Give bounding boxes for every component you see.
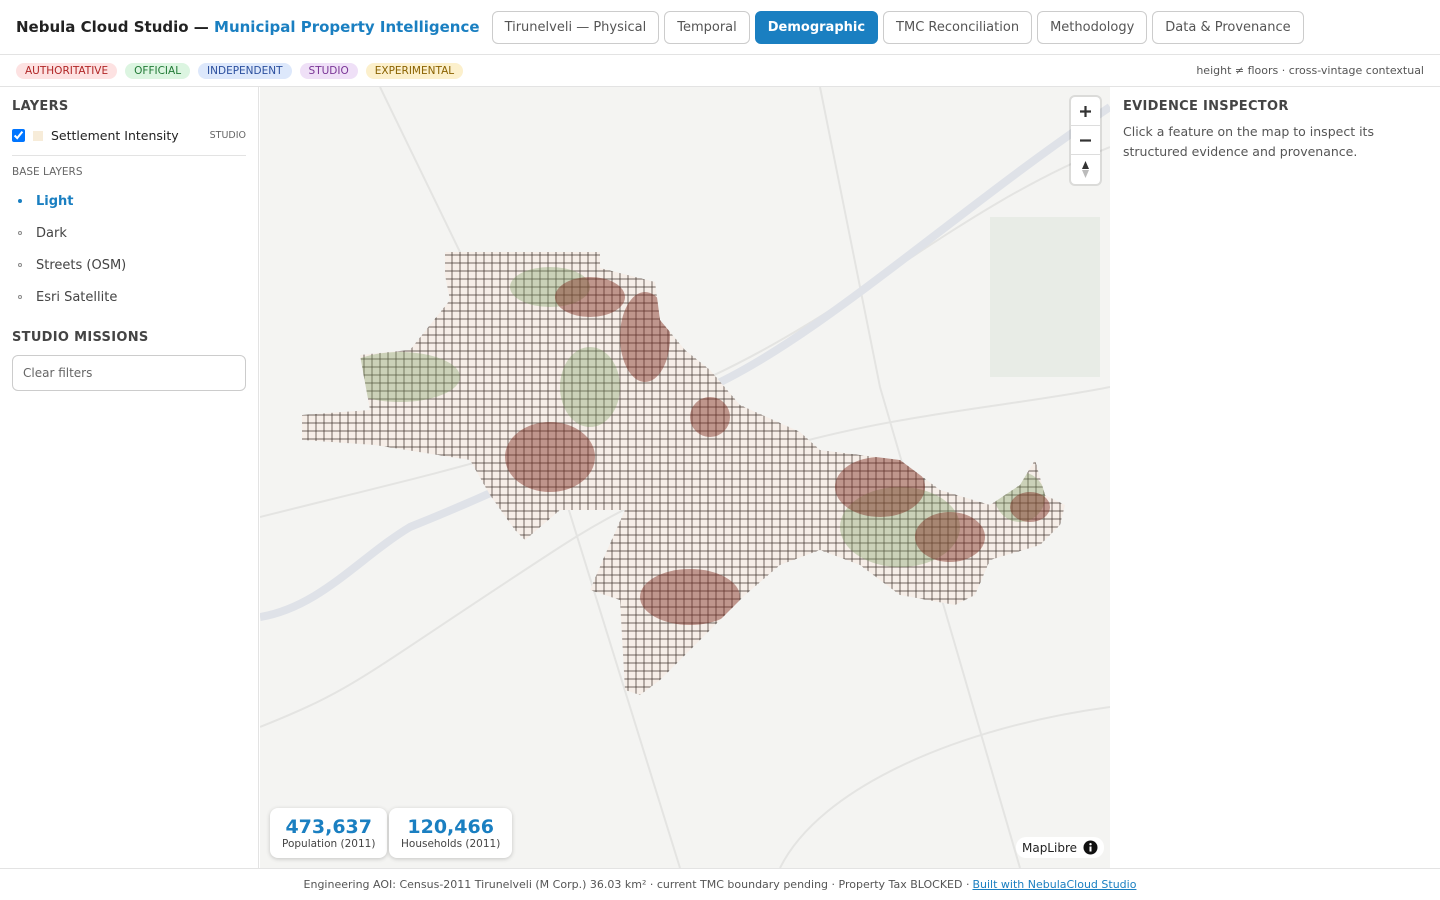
base-layer-name: Light — [36, 193, 74, 209]
badge: AUTHORITATIVE — [16, 62, 118, 79]
brand-subtitle: Municipal Property Intelligence — [214, 18, 480, 36]
footer-text: Engineering AOI: Census-2011 Tirunelveli… — [303, 878, 970, 891]
tab[interactable]: Methodology — [1037, 10, 1148, 44]
layers-title: LAYERS — [12, 99, 69, 114]
base-layer-option[interactable]: Streets (OSM) — [12, 256, 246, 274]
base-layer-name: Esri Satellite — [36, 289, 118, 305]
layer-name: Settlement Intensity — [51, 128, 179, 143]
base-layers-title: BASE LAYERS — [12, 166, 83, 178]
layer-tag: STUDIO — [209, 130, 246, 141]
base-layer-option[interactable]: Dark — [12, 224, 246, 242]
compass[interactable] — [1071, 155, 1100, 184]
stat-value: 120,466 — [407, 816, 494, 838]
tab[interactable]: Demographic — [754, 10, 879, 44]
inspector-text: Click a feature on the map to inspect it… — [1123, 124, 1374, 159]
footer: Engineering AOI: Census-2011 Tirunelveli… — [0, 868, 1440, 900]
base-layers: Light Dark Streets (OSM) Esri Satellite — [12, 192, 246, 306]
base-layer-name: Streets (OSM) — [36, 257, 127, 273]
radio-dot — [18, 263, 22, 267]
tabs: Tirunelveli — Physical Temporal Demographi… — [491, 10, 1304, 44]
tab[interactable]: Temporal — [664, 10, 750, 44]
badge: OFFICIAL — [125, 62, 191, 79]
missions-title: STUDIO MISSIONS — [12, 330, 149, 345]
footer-link[interactable]: Built with NebulaCloud Studio — [972, 878, 1137, 891]
layer-checkbox[interactable] — [12, 129, 25, 142]
tab[interactable]: Tirunelveli — Physical — [491, 10, 660, 44]
evidence-inspector: EVIDENCE INSPECTOR Click a feature on th… — [1111, 87, 1440, 868]
stat-card: 473,637 Population (2011) — [270, 808, 388, 858]
base-layer-option[interactable]: Light — [12, 192, 246, 210]
stat-label: Households (2011) — [401, 838, 501, 850]
badge: INDEPENDENT — [198, 62, 292, 79]
brand: Nebula Cloud Studio — Municipal Property… — [16, 18, 480, 36]
attribution: MapLibre — [1015, 837, 1104, 858]
zoom-out[interactable] — [1071, 126, 1100, 155]
info-icon[interactable] — [1083, 840, 1098, 855]
radio-dot — [18, 295, 22, 299]
badge-bar: AUTHORITATIVE OFFICIAL INDEPENDENT STUDIO EX… — [0, 55, 1440, 87]
settlement-grid — [302, 252, 1065, 695]
brand-name: Nebula Cloud Studio — — [16, 18, 209, 36]
badge: STUDIO — [299, 62, 358, 79]
layer-swatch — [33, 130, 43, 141]
stat-value: 473,637 — [285, 816, 372, 838]
base-layer-option[interactable]: Esri Satellite — [12, 288, 246, 306]
stat-label: Population (2011) — [282, 838, 376, 850]
sidebar: LAYERS Settlement Intensity STUDIO BASE … — [0, 87, 259, 868]
attribution-text[interactable]: MapLibre — [1021, 840, 1077, 855]
badge: EXPERIMENTAL — [365, 62, 464, 79]
zoom-in[interactable] — [1071, 97, 1100, 126]
park — [990, 217, 1100, 377]
radio-dot — [18, 199, 22, 203]
tab[interactable]: TMC Reconciliation — [883, 10, 1033, 44]
radio-dot — [18, 231, 22, 235]
base-layer-name: Dark — [36, 225, 67, 241]
zoom-controls — [1071, 97, 1100, 184]
map[interactable]: 473,637 Population (2011) 120,466 Househol… — [260, 87, 1110, 868]
clear-filters-button[interactable]: Clear filters — [12, 355, 246, 391]
inspector-title: EVIDENCE INSPECTOR — [1123, 99, 1289, 114]
stat-card: 120,466 Households (2011) — [389, 808, 513, 858]
badge-note: height ≠ floors · cross-vintage contextu… — [1196, 64, 1424, 77]
header: Nebula Cloud Studio — Municipal Property… — [0, 0, 1440, 55]
map-canvas[interactable] — [260, 87, 1110, 868]
tab[interactable]: Data & Provenance — [1152, 10, 1304, 44]
layer-row: Settlement Intensity STUDIO — [12, 128, 246, 156]
